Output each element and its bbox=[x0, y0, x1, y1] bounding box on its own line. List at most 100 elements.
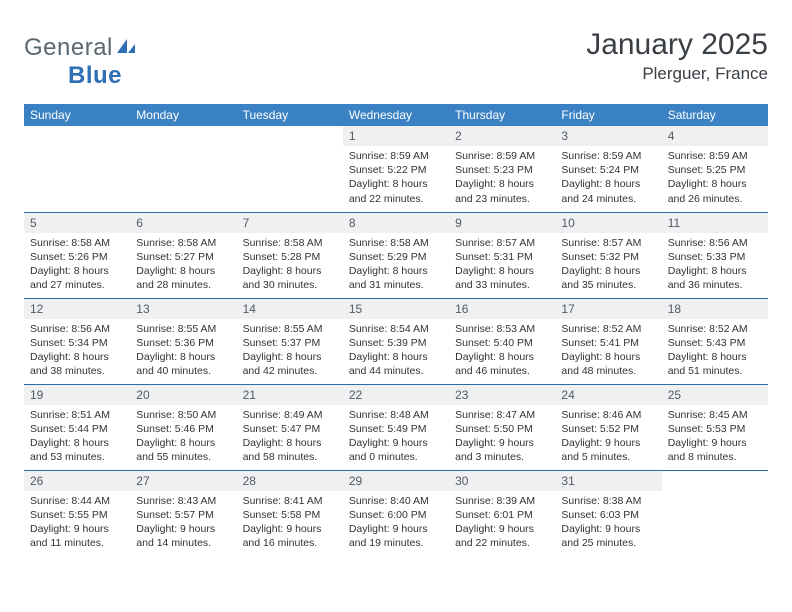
calendar-cell: 18Sunrise: 8:52 AMSunset: 5:43 PMDayligh… bbox=[662, 298, 768, 384]
header: General Blue January 2025 Plerguer, Fran… bbox=[24, 28, 768, 90]
day-details: Sunrise: 8:51 AMSunset: 5:44 PMDaylight:… bbox=[24, 405, 130, 469]
calendar-cell: 30Sunrise: 8:39 AMSunset: 6:01 PMDayligh… bbox=[449, 470, 555, 556]
calendar-row: 5Sunrise: 8:58 AMSunset: 5:26 PMDaylight… bbox=[24, 212, 768, 298]
calendar-cell: 14Sunrise: 8:55 AMSunset: 5:37 PMDayligh… bbox=[237, 298, 343, 384]
day-number: 29 bbox=[343, 471, 449, 491]
day-details: Sunrise: 8:53 AMSunset: 5:40 PMDaylight:… bbox=[449, 319, 555, 383]
day-details: Sunrise: 8:55 AMSunset: 5:37 PMDaylight:… bbox=[237, 319, 343, 383]
calendar-head: SundayMondayTuesdayWednesdayThursdayFrid… bbox=[24, 104, 768, 126]
day-details: Sunrise: 8:52 AMSunset: 5:43 PMDaylight:… bbox=[662, 319, 768, 383]
weekday-header: Thursday bbox=[449, 104, 555, 126]
day-number: 18 bbox=[662, 299, 768, 319]
day-details: Sunrise: 8:59 AMSunset: 5:23 PMDaylight:… bbox=[449, 146, 555, 210]
day-details: Sunrise: 8:50 AMSunset: 5:46 PMDaylight:… bbox=[130, 405, 236, 469]
calendar-cell: 26Sunrise: 8:44 AMSunset: 5:55 PMDayligh… bbox=[24, 470, 130, 556]
calendar-cell-empty bbox=[237, 126, 343, 212]
day-number: 14 bbox=[237, 299, 343, 319]
logo-text: General Blue bbox=[24, 34, 137, 90]
calendar-row: 26Sunrise: 8:44 AMSunset: 5:55 PMDayligh… bbox=[24, 470, 768, 556]
day-details: Sunrise: 8:56 AMSunset: 5:33 PMDaylight:… bbox=[662, 233, 768, 297]
day-number: 20 bbox=[130, 385, 236, 405]
day-details: Sunrise: 8:58 AMSunset: 5:29 PMDaylight:… bbox=[343, 233, 449, 297]
day-number: 6 bbox=[130, 213, 236, 233]
calendar-cell: 22Sunrise: 8:48 AMSunset: 5:49 PMDayligh… bbox=[343, 384, 449, 470]
day-number: 4 bbox=[662, 126, 768, 146]
day-number: 30 bbox=[449, 471, 555, 491]
calendar-row: 12Sunrise: 8:56 AMSunset: 5:34 PMDayligh… bbox=[24, 298, 768, 384]
calendar-cell: 2Sunrise: 8:59 AMSunset: 5:23 PMDaylight… bbox=[449, 126, 555, 212]
day-number: 31 bbox=[555, 471, 661, 491]
day-details: Sunrise: 8:43 AMSunset: 5:57 PMDaylight:… bbox=[130, 491, 236, 555]
weekday-header: Friday bbox=[555, 104, 661, 126]
day-details: Sunrise: 8:54 AMSunset: 5:39 PMDaylight:… bbox=[343, 319, 449, 383]
day-number: 5 bbox=[24, 213, 130, 233]
calendar-cell: 24Sunrise: 8:46 AMSunset: 5:52 PMDayligh… bbox=[555, 384, 661, 470]
day-details: Sunrise: 8:46 AMSunset: 5:52 PMDaylight:… bbox=[555, 405, 661, 469]
calendar-cell: 20Sunrise: 8:50 AMSunset: 5:46 PMDayligh… bbox=[130, 384, 236, 470]
day-number: 25 bbox=[662, 385, 768, 405]
calendar-cell: 15Sunrise: 8:54 AMSunset: 5:39 PMDayligh… bbox=[343, 298, 449, 384]
day-number: 22 bbox=[343, 385, 449, 405]
day-number: 9 bbox=[449, 213, 555, 233]
calendar-table: SundayMondayTuesdayWednesdayThursdayFrid… bbox=[24, 104, 768, 556]
calendar-page: General Blue January 2025 Plerguer, Fran… bbox=[0, 0, 792, 572]
day-number: 15 bbox=[343, 299, 449, 319]
day-number: 2 bbox=[449, 126, 555, 146]
calendar-cell-empty bbox=[662, 470, 768, 556]
day-details: Sunrise: 8:44 AMSunset: 5:55 PMDaylight:… bbox=[24, 491, 130, 555]
day-number: 3 bbox=[555, 126, 661, 146]
calendar-cell: 10Sunrise: 8:57 AMSunset: 5:32 PMDayligh… bbox=[555, 212, 661, 298]
day-details: Sunrise: 8:58 AMSunset: 5:27 PMDaylight:… bbox=[130, 233, 236, 297]
location: Plerguer, France bbox=[586, 64, 768, 84]
title-block: January 2025 Plerguer, France bbox=[586, 28, 768, 84]
day-details: Sunrise: 8:59 AMSunset: 5:24 PMDaylight:… bbox=[555, 146, 661, 210]
day-number: 23 bbox=[449, 385, 555, 405]
weekday-header: Tuesday bbox=[237, 104, 343, 126]
calendar-cell: 5Sunrise: 8:58 AMSunset: 5:26 PMDaylight… bbox=[24, 212, 130, 298]
calendar-cell: 12Sunrise: 8:56 AMSunset: 5:34 PMDayligh… bbox=[24, 298, 130, 384]
day-number: 10 bbox=[555, 213, 661, 233]
day-number: 24 bbox=[555, 385, 661, 405]
day-number: 19 bbox=[24, 385, 130, 405]
calendar-cell-empty bbox=[130, 126, 236, 212]
weekday-header: Sunday bbox=[24, 104, 130, 126]
calendar-cell: 27Sunrise: 8:43 AMSunset: 5:57 PMDayligh… bbox=[130, 470, 236, 556]
day-details: Sunrise: 8:38 AMSunset: 6:03 PMDaylight:… bbox=[555, 491, 661, 555]
logo: General Blue bbox=[24, 34, 137, 90]
day-number: 26 bbox=[24, 471, 130, 491]
calendar-cell: 31Sunrise: 8:38 AMSunset: 6:03 PMDayligh… bbox=[555, 470, 661, 556]
calendar-cell: 13Sunrise: 8:55 AMSunset: 5:36 PMDayligh… bbox=[130, 298, 236, 384]
calendar-cell-empty bbox=[24, 126, 130, 212]
logo-part2: Blue bbox=[68, 62, 122, 89]
calendar-cell: 6Sunrise: 8:58 AMSunset: 5:27 PMDaylight… bbox=[130, 212, 236, 298]
day-details: Sunrise: 8:55 AMSunset: 5:36 PMDaylight:… bbox=[130, 319, 236, 383]
day-details: Sunrise: 8:48 AMSunset: 5:49 PMDaylight:… bbox=[343, 405, 449, 469]
calendar-cell: 25Sunrise: 8:45 AMSunset: 5:53 PMDayligh… bbox=[662, 384, 768, 470]
day-number: 27 bbox=[130, 471, 236, 491]
calendar-row: 19Sunrise: 8:51 AMSunset: 5:44 PMDayligh… bbox=[24, 384, 768, 470]
day-details: Sunrise: 8:56 AMSunset: 5:34 PMDaylight:… bbox=[24, 319, 130, 383]
day-details: Sunrise: 8:45 AMSunset: 5:53 PMDaylight:… bbox=[662, 405, 768, 469]
day-number: 28 bbox=[237, 471, 343, 491]
calendar-body: 1Sunrise: 8:59 AMSunset: 5:22 PMDaylight… bbox=[24, 126, 768, 556]
calendar-cell: 17Sunrise: 8:52 AMSunset: 5:41 PMDayligh… bbox=[555, 298, 661, 384]
calendar-cell: 9Sunrise: 8:57 AMSunset: 5:31 PMDaylight… bbox=[449, 212, 555, 298]
calendar-cell: 3Sunrise: 8:59 AMSunset: 5:24 PMDaylight… bbox=[555, 126, 661, 212]
calendar-cell: 21Sunrise: 8:49 AMSunset: 5:47 PMDayligh… bbox=[237, 384, 343, 470]
calendar-cell: 19Sunrise: 8:51 AMSunset: 5:44 PMDayligh… bbox=[24, 384, 130, 470]
calendar-cell: 1Sunrise: 8:59 AMSunset: 5:22 PMDaylight… bbox=[343, 126, 449, 212]
calendar-cell: 16Sunrise: 8:53 AMSunset: 5:40 PMDayligh… bbox=[449, 298, 555, 384]
day-number: 11 bbox=[662, 213, 768, 233]
logo-part1: General bbox=[24, 34, 113, 61]
calendar-cell: 8Sunrise: 8:58 AMSunset: 5:29 PMDaylight… bbox=[343, 212, 449, 298]
calendar-cell: 29Sunrise: 8:40 AMSunset: 6:00 PMDayligh… bbox=[343, 470, 449, 556]
calendar-cell: 4Sunrise: 8:59 AMSunset: 5:25 PMDaylight… bbox=[662, 126, 768, 212]
day-number: 21 bbox=[237, 385, 343, 405]
day-details: Sunrise: 8:40 AMSunset: 6:00 PMDaylight:… bbox=[343, 491, 449, 555]
day-number: 17 bbox=[555, 299, 661, 319]
day-details: Sunrise: 8:41 AMSunset: 5:58 PMDaylight:… bbox=[237, 491, 343, 555]
weekday-header: Saturday bbox=[662, 104, 768, 126]
day-details: Sunrise: 8:49 AMSunset: 5:47 PMDaylight:… bbox=[237, 405, 343, 469]
day-details: Sunrise: 8:47 AMSunset: 5:50 PMDaylight:… bbox=[449, 405, 555, 469]
day-number: 8 bbox=[343, 213, 449, 233]
